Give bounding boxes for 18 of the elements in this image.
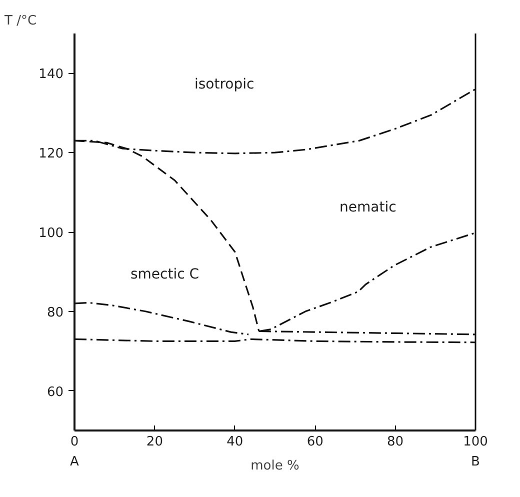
annotation: nematic: [340, 200, 396, 216]
y-tick-label: 60: [46, 384, 64, 400]
y-tick-label: 80: [46, 305, 64, 320]
y-tick-label: 140: [38, 67, 64, 82]
x-tick-label: 40: [226, 434, 244, 450]
text: A: [70, 454, 80, 470]
y-tick-label: 100: [38, 226, 64, 241]
x-axis-title: mole %: [250, 458, 300, 474]
annotation: smectic C: [130, 266, 200, 282]
annotation: isotropic: [194, 76, 254, 92]
y-tick-label: 120: [38, 146, 64, 162]
x-tick-label: 60: [306, 434, 324, 450]
y-axis-title: T /°C: [4, 14, 37, 28]
x-tick-label: 0: [70, 434, 79, 450]
x-tick-label: 100: [463, 434, 488, 450]
x-tick-label: 20: [146, 434, 163, 450]
text: B: [471, 454, 480, 470]
x-tick-label: 80: [387, 434, 404, 450]
